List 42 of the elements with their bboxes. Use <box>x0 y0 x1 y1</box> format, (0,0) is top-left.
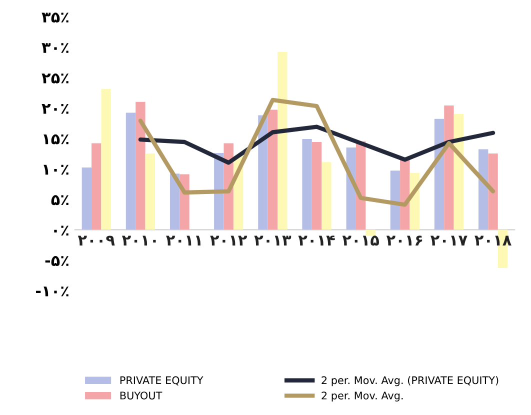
bar <box>82 168 92 230</box>
x-tick-label: ۲۰۱۲ <box>210 236 248 246</box>
bar <box>268 110 278 230</box>
x-tick-label: ۲۰۱۵ <box>342 236 380 246</box>
y-tick-label: ۳۵٪ <box>42 12 68 23</box>
x-tick-label: ۲۰۱۸ <box>474 236 512 246</box>
bar <box>444 105 454 230</box>
x-tick-label: ۲۰۱۱ <box>166 236 200 246</box>
bar <box>145 154 155 230</box>
bar <box>478 149 488 230</box>
bar <box>312 142 322 230</box>
legend-label: BUYOUT <box>120 392 162 400</box>
bar <box>126 112 136 230</box>
legend-label: 2 per. Mov. Avg. <box>322 392 403 402</box>
y-tick-label: -۱۰٪ <box>36 286 68 296</box>
y-tick-label: ۵٪ <box>51 195 68 206</box>
x-tick-label: ۲۰۱۶ <box>386 236 422 246</box>
y-tick-label: ۱۵٪ <box>44 134 68 144</box>
y-tick-label: ۲۰٪ <box>42 104 68 114</box>
bar <box>488 154 498 230</box>
y-tick-label: ۳۰٪ <box>42 43 68 53</box>
bar <box>136 102 146 230</box>
bar <box>322 162 332 230</box>
y-tick-label: ۱۰٪ <box>44 164 68 175</box>
x-tick-label: ۲۰۱۰ <box>122 236 156 246</box>
bar <box>366 230 376 236</box>
x-tick-label: ۲۰۱۷ <box>430 236 468 246</box>
bar <box>302 138 312 230</box>
y-tick-label: ۲۵٪ <box>42 73 68 84</box>
legend-label: 2 per. Mov. Avg. (PRIVATE EQUITY) <box>322 376 498 386</box>
bar <box>101 89 111 230</box>
x-tick-label: ۲۰۱۳ <box>254 236 292 246</box>
x-tick-label: ۲۰۰۹ <box>78 236 115 246</box>
y-tick-label: -۵٪ <box>45 256 68 266</box>
x-tick-label: ۲۰۱۴ <box>298 236 335 246</box>
bar <box>278 52 288 230</box>
bar <box>92 143 102 230</box>
line-series <box>138 124 496 165</box>
bar <box>390 170 400 230</box>
legend-label: PRIVATE EQUITY <box>120 376 204 386</box>
y-tick-label: ۰٪ <box>54 226 68 236</box>
line-series <box>138 98 496 207</box>
